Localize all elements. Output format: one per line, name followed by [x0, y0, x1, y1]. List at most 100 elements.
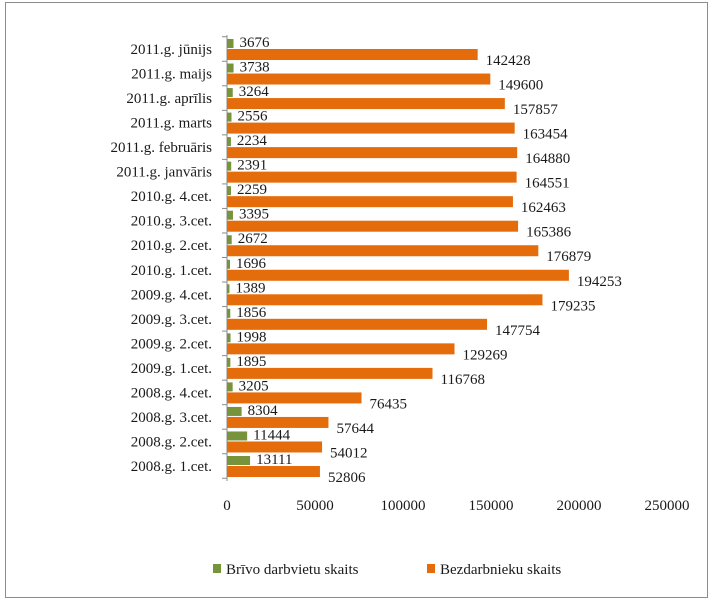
legend-swatch-brivo-darbvietu [213, 564, 221, 573]
data-label-brivo-darbvietu: 1856 [236, 305, 266, 321]
category-label: 2008.g. 1.cet. [131, 459, 212, 475]
bar-bezdarbnieku [227, 122, 515, 134]
data-label-bezdarbnieku: 149600 [498, 78, 543, 94]
category-label: 2010.g. 3.cet. [131, 214, 212, 230]
bar-bezdarbnieku [227, 392, 362, 404]
x-tick-label: 250000 [645, 498, 690, 514]
data-label-bezdarbnieku: 147754 [495, 323, 540, 339]
data-label-bezdarbnieku: 76435 [370, 396, 408, 412]
data-label-brivo-darbvietu: 3395 [239, 207, 269, 223]
category-label: 2011.g. jūnijs [130, 42, 212, 58]
bar-brivo-darbvietu [227, 88, 233, 98]
bar-bezdarbnieku [227, 294, 543, 306]
bar-brivo-darbvietu [227, 456, 251, 465]
category-label: 2011.g. janvāris [116, 165, 212, 181]
data-label-brivo-darbvietu: 3264 [239, 84, 269, 100]
bar-bezdarbnieku [227, 98, 505, 110]
data-label-brivo-darbvietu: 13111 [256, 452, 292, 468]
data-label-brivo-darbvietu: 1998 [237, 329, 267, 345]
data-label-brivo-darbvietu: 2391 [237, 158, 267, 174]
data-label-brivo-darbvietu: 1895 [236, 354, 266, 370]
bar-bezdarbnieku [227, 220, 519, 232]
bar-brivo-darbvietu [227, 235, 232, 245]
bar-bezdarbnieku [227, 441, 323, 453]
bar-brivo-darbvietu [227, 431, 248, 441]
category-label: 2011.g. aprīlis [126, 91, 212, 107]
category-label: 2009.g. 1.cet. [131, 361, 212, 377]
data-label-brivo-darbvietu: 2234 [237, 133, 267, 149]
data-label-bezdarbnieku: 164880 [525, 151, 570, 167]
legend-label-bezdarbnieku: Bezdarbnieku skaits [440, 562, 561, 578]
bar-bezdarbnieku [227, 466, 320, 477]
chart-frame: 0 50000 100000 150000 200000 250000 2008.g. 1.… [5, 2, 708, 598]
category-label: 2009.g. 2.cet. [131, 336, 212, 352]
bar-brivo-darbvietu [227, 161, 232, 171]
bar-brivo-darbvietu [227, 210, 233, 220]
bar-bezdarbnieku [227, 73, 491, 85]
category-label: 2009.g. 4.cet. [131, 287, 212, 303]
bar-bezdarbnieku [227, 147, 518, 159]
data-label-bezdarbnieku: 142428 [486, 53, 531, 69]
bar-brivo-darbvietu [227, 382, 233, 392]
data-label-brivo-darbvietu: 3738 [240, 60, 270, 76]
category-label: 2010.g. 1.cet. [131, 263, 212, 279]
category-label: 2011.g. februāris [111, 140, 213, 156]
data-label-bezdarbnieku: 162463 [521, 200, 566, 216]
bar-chart: 0 50000 100000 150000 200000 250000 2008.g. 1.… [111, 35, 690, 578]
data-label-bezdarbnieku: 57644 [336, 421, 374, 437]
bar-brivo-darbvietu [227, 259, 230, 269]
bar-brivo-darbvietu [227, 186, 231, 196]
bar-brivo-darbvietu [227, 137, 231, 147]
data-label-brivo-darbvietu: 2556 [237, 109, 268, 125]
category-label: 2008.g. 4.cet. [131, 385, 212, 401]
bar-brivo-darbvietu [227, 308, 231, 318]
bar-brivo-darbvietu [227, 63, 234, 73]
data-label-bezdarbnieku: 116768 [441, 372, 485, 388]
data-label-brivo-darbvietu: 11444 [253, 427, 290, 443]
bar-bezdarbnieku [227, 269, 569, 281]
legend-swatch-bezdarbnieku [427, 564, 435, 573]
data-label-bezdarbnieku: 165386 [526, 225, 572, 241]
data-label-brivo-darbvietu: 8304 [248, 403, 279, 419]
x-tick-label: 100000 [381, 498, 426, 514]
x-tick-label: 150000 [469, 498, 514, 514]
x-tick-label: 200000 [557, 498, 602, 514]
category-label: 2008.g. 2.cet. [131, 434, 212, 450]
category-label: 2009.g. 3.cet. [131, 312, 212, 328]
category-label: 2011.g. maijs [131, 67, 212, 83]
category-label: 2008.g. 3.cet. [131, 410, 212, 426]
x-tick-label: 50000 [296, 498, 334, 514]
bar-bezdarbnieku [227, 49, 478, 60]
bar-brivo-darbvietu [227, 333, 231, 343]
data-label-bezdarbnieku: 194253 [577, 274, 622, 290]
data-label-brivo-darbvietu: 2259 [237, 182, 267, 198]
data-label-bezdarbnieku: 163454 [523, 127, 569, 143]
bar-bezdarbnieku [227, 343, 455, 355]
data-label-bezdarbnieku: 179235 [550, 298, 595, 314]
bar-brivo-darbvietu [227, 406, 242, 416]
bar-bezdarbnieku [227, 318, 488, 330]
bar-bezdarbnieku [227, 196, 513, 208]
bar-bezdarbnieku [227, 416, 329, 428]
legend-label-brivo-darbvietu: Brīvo darbvietu skaits [226, 562, 359, 578]
data-label-bezdarbnieku: 164551 [525, 176, 570, 192]
data-label-bezdarbnieku: 157857 [513, 102, 559, 118]
data-label-brivo-darbvietu: 1389 [235, 280, 265, 296]
data-label-brivo-darbvietu: 2672 [238, 231, 268, 247]
category-label: 2010.g. 4.cet. [131, 189, 212, 205]
data-label-brivo-darbvietu: 3205 [239, 378, 269, 394]
data-label-bezdarbnieku: 176879 [546, 249, 591, 265]
bar-bezdarbnieku [227, 171, 517, 183]
bar-brivo-darbvietu [227, 39, 234, 48]
data-label-bezdarbnieku: 52806 [328, 470, 366, 486]
bar-bezdarbnieku [227, 245, 539, 257]
bar-bezdarbnieku [227, 367, 433, 379]
bar-brivo-darbvietu [227, 284, 230, 294]
data-label-brivo-darbvietu: 1696 [236, 256, 267, 272]
category-label: 2011.g. marts [130, 116, 212, 132]
category-label: 2010.g. 2.cet. [131, 238, 212, 254]
data-label-brivo-darbvietu: 3676 [239, 35, 270, 51]
data-label-bezdarbnieku: 54012 [330, 445, 368, 461]
bar-brivo-darbvietu [227, 357, 231, 367]
bar-brivo-darbvietu [227, 112, 232, 122]
